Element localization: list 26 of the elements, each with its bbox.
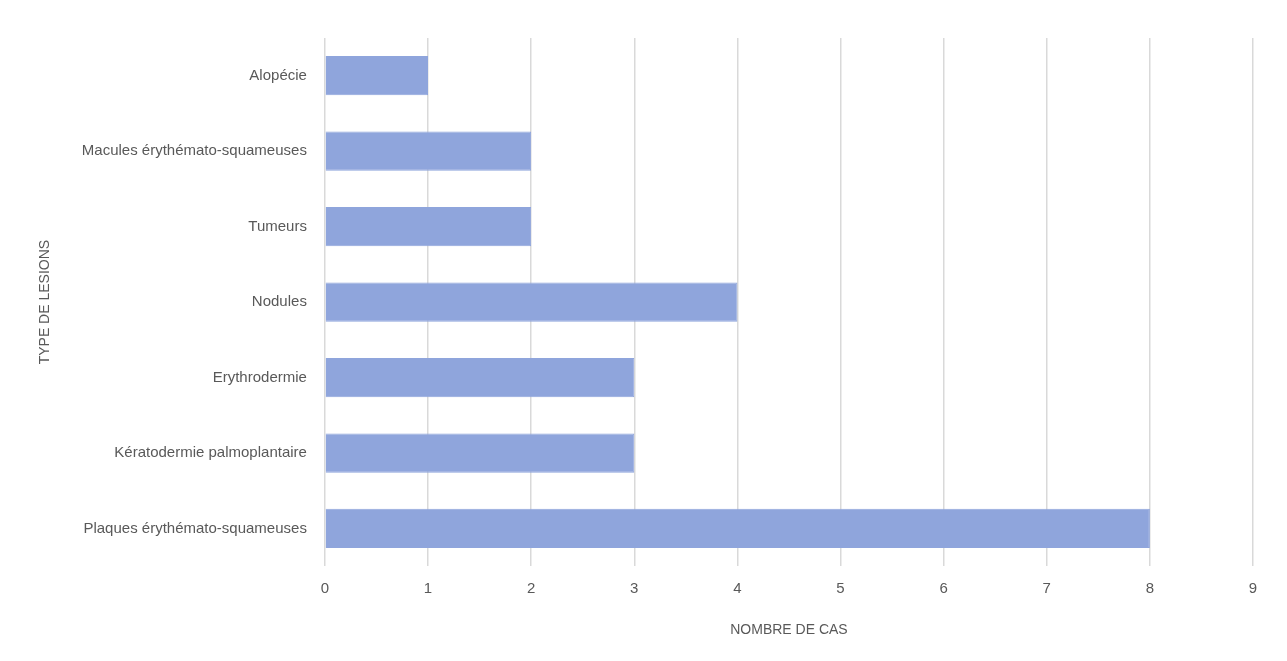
x-tick-label: 8 <box>1145 579 1155 597</box>
y-tick-label: Plaques érythémato-squameuses <box>83 518 307 536</box>
y-axis-title: TYPE DE LESIONS <box>36 239 53 365</box>
bar <box>325 433 635 473</box>
x-tick-label: 2 <box>526 579 536 597</box>
y-tick-label: Nodules <box>251 292 307 310</box>
bar <box>325 508 1150 549</box>
x-tick-label: 1 <box>423 579 433 597</box>
bar <box>325 207 532 247</box>
bar <box>325 282 738 322</box>
y-tick-label: Alopécie <box>249 65 307 83</box>
y-tick-label: Tumeurs <box>248 216 307 234</box>
y-tick-label: Kératodermie palmoplantaire <box>114 443 307 461</box>
y-tick-label: Macules érythémato-squameuses <box>81 141 307 159</box>
x-tick-label: 9 <box>1248 579 1258 597</box>
bar <box>325 131 532 171</box>
x-tick-label: 0 <box>320 579 330 597</box>
x-tick-label: 4 <box>733 579 742 597</box>
bar <box>325 357 635 398</box>
x-tick-label: 3 <box>630 579 639 597</box>
y-tick-label: Erythrodermie <box>212 367 307 385</box>
bar <box>325 56 429 96</box>
x-tick-label: 6 <box>939 579 948 597</box>
x-tick-label: 5 <box>836 579 845 597</box>
x-tick-label: 7 <box>1042 579 1051 597</box>
x-axis-title: NOMBRE DE CAS <box>730 621 848 638</box>
